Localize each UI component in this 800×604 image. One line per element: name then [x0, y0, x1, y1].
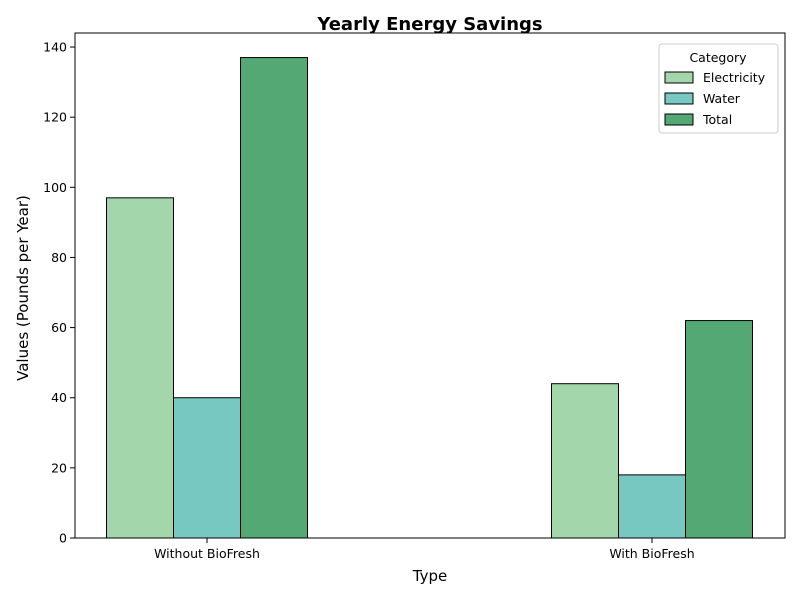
- bar-total-1: [240, 57, 308, 539]
- bar-electricity-1: [106, 197, 174, 539]
- y-axis: 0 20 40 60 80 100 120 140: [43, 40, 75, 546]
- y-tick-label: 120: [43, 110, 67, 125]
- legend-label-total: Total: [702, 112, 732, 127]
- plot-frame: [74, 32, 786, 539]
- y-tick-label: 40: [51, 390, 67, 405]
- y-tick-label: 20: [51, 460, 67, 475]
- bar-water-2: [618, 474, 686, 539]
- x-tick-label: With BioFresh: [609, 546, 694, 561]
- legend-title: Category: [689, 50, 747, 65]
- y-tick-label: 100: [43, 180, 67, 195]
- y-tick-label: 80: [51, 250, 67, 265]
- bar-electricity-2: [551, 383, 619, 539]
- x-axis: Without BioFresh With BioFresh: [154, 538, 695, 561]
- y-tick-label: 60: [51, 320, 67, 335]
- legend-items: Electricity Water Total: [664, 70, 766, 127]
- legend: Category Electricity Water Total: [658, 43, 779, 134]
- y-tick-label: 0: [59, 531, 67, 546]
- legend-frame: [658, 43, 779, 134]
- bars-layer: [106, 57, 753, 539]
- x-axis-label: Type: [412, 567, 447, 585]
- bar-total-2: [685, 320, 753, 539]
- legend-swatch-water: [664, 92, 694, 105]
- legend-label-water: Water: [703, 91, 741, 106]
- bar-water-1: [173, 397, 241, 539]
- legend-swatch-total: [664, 113, 694, 126]
- legend-swatch-electricity: [664, 71, 694, 84]
- chart-title: Yearly Energy Savings: [316, 14, 542, 35]
- y-axis-label: Values (Pounds per Year): [14, 195, 32, 381]
- y-tick-label: 140: [43, 40, 67, 55]
- x-tick-label: Without BioFresh: [154, 546, 260, 561]
- legend-label-electricity: Electricity: [703, 70, 766, 85]
